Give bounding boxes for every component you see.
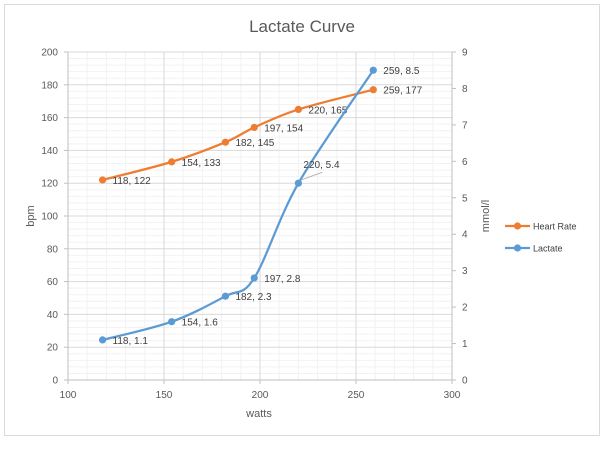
tick-labels: 100 150 200 250 3000204060801001201401601802… — [41, 48, 468, 402]
x-tick-label: 250 — [348, 390, 365, 401]
legend-lactate-label: Lactate — [533, 244, 563, 254]
y-right-tick-label: 4 — [462, 230, 468, 241]
heart-rate-point — [98, 176, 107, 184]
y-left-tick-label: 120 — [41, 179, 58, 190]
y-right-tick-label: 1 — [462, 339, 468, 350]
lactate-data-label: 197, 2.8 — [264, 274, 301, 285]
y-right-tick-label: 2 — [462, 303, 468, 314]
lactate-point — [168, 318, 176, 326]
legend: Heart Rate Lactate — [505, 222, 577, 254]
lactate-data-label: 154, 1.6 — [182, 318, 219, 329]
y-left-tick-label: 60 — [47, 277, 59, 288]
y-right-tick-label: 5 — [462, 193, 468, 204]
y-right-tick-label: 9 — [462, 48, 468, 59]
lactate-point — [221, 292, 230, 300]
x-tick-label: 200 — [252, 390, 269, 401]
legend-heart-rate-label: Heart Rate — [533, 222, 577, 232]
y-right-tick-label: 7 — [462, 120, 468, 131]
heart-rate-line — [102, 88, 374, 182]
heart-rate-data-label: 259, 177 — [383, 86, 422, 97]
y-axis-right-label: mmol/l — [480, 200, 492, 232]
lactate-data-label: 182, 2.3 — [235, 292, 272, 303]
y-left-tick-label: 200 — [41, 48, 58, 59]
y-left-tick-label: 140 — [41, 146, 58, 157]
y-left-tick-label: 40 — [47, 310, 59, 321]
legend-lactate-marker — [513, 244, 522, 252]
heart-rate-point — [294, 105, 302, 113]
y-left-tick-label: 20 — [47, 343, 59, 354]
heart-rate-data-label: 197, 154 — [264, 123, 303, 134]
lactate-point — [250, 274, 258, 282]
heart-rate-data-label: 154, 133 — [182, 158, 221, 169]
y-left-tick-label: 160 — [41, 113, 58, 124]
series-group: 118, 122 154, 133 182, 145 197, 154 220, 165… — [98, 66, 423, 347]
heart-rate-point — [250, 123, 258, 132]
heart-rate-point — [369, 86, 377, 94]
y-right-tick-label: 6 — [462, 157, 468, 168]
y-left-tick-label: 0 — [52, 376, 58, 387]
x-tick-label: 100 — [60, 390, 77, 401]
heart-rate-point — [168, 158, 176, 166]
chart-title: Lactate Curve — [249, 17, 355, 36]
lactate-data-label: 118, 1.1 — [113, 336, 149, 347]
axes — [64, 51, 456, 384]
chart-frame — [4, 4, 600, 436]
heart-rate-point — [221, 138, 230, 146]
x-tick-label: 150 — [156, 390, 173, 401]
y-right-tick-label: 8 — [462, 84, 468, 95]
legend-heart-rate-marker — [513, 222, 522, 230]
y-right-tick-label: 0 — [462, 376, 468, 387]
lactate-data-label: 259, 8.5 — [383, 66, 420, 77]
heart-rate-data-label: 118, 122 — [113, 176, 152, 187]
x-axis-label: watts — [245, 408, 272, 420]
lactate-data-label: 220, 5.4 — [303, 160, 340, 171]
x-tick-label: 300 — [444, 390, 461, 401]
lactate-point — [98, 336, 107, 344]
lactate-leader-line — [300, 171, 323, 181]
lactate-point — [369, 66, 377, 74]
y-left-tick-label: 100 — [41, 212, 58, 223]
y-left-tick-label: 180 — [41, 80, 58, 91]
y-axis-left-label: bpm — [25, 205, 37, 226]
y-right-tick-label: 3 — [462, 266, 468, 277]
y-left-tick-label: 80 — [47, 244, 59, 255]
heart-rate-data-label: 182, 145 — [235, 138, 274, 149]
heart-rate-data-label: 220, 165 — [308, 105, 347, 116]
lactate-point — [294, 179, 302, 187]
